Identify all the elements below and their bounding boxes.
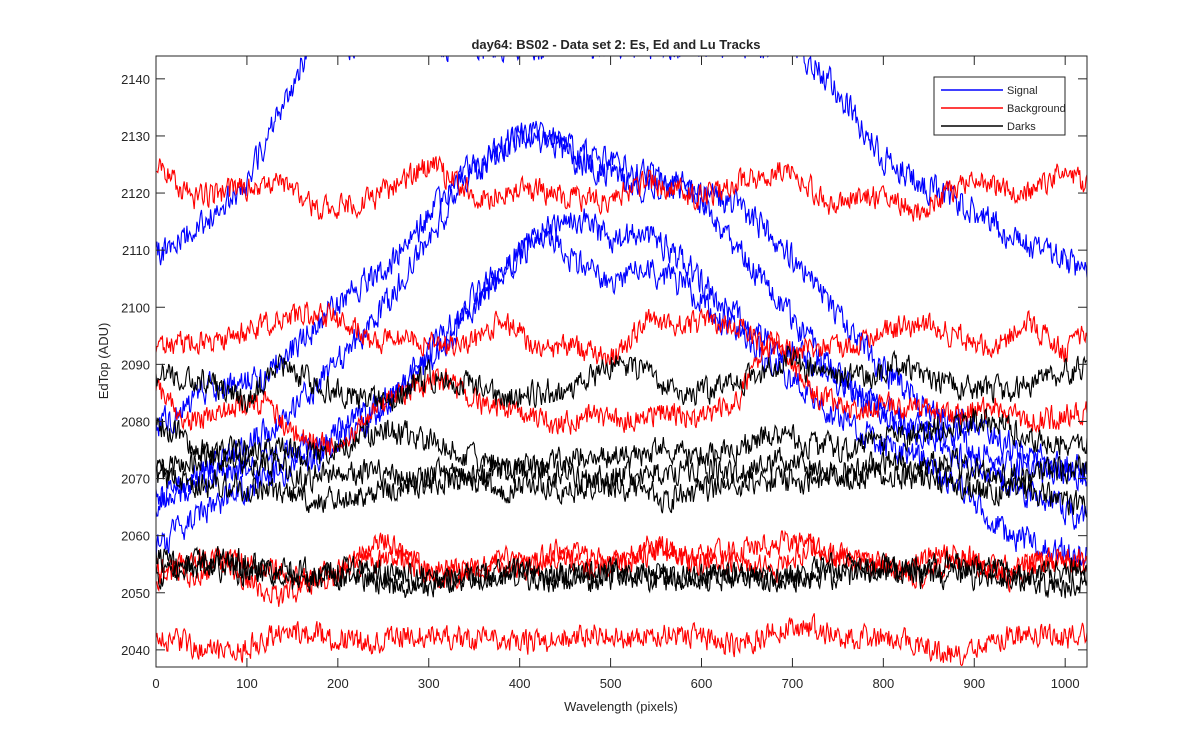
- series-line-signal: [156, 122, 1087, 487]
- series-layer: [156, 56, 1087, 667]
- chart-title: day64: BS02 - Data set 2: Es, Ed and Lu …: [471, 37, 760, 52]
- y-tick-label: 2090: [121, 357, 150, 372]
- series-line-darks: [156, 548, 1087, 598]
- legend-label: Background: [1007, 103, 1066, 115]
- series-line-background: [156, 613, 1087, 667]
- x-tick-label: 500: [600, 676, 622, 691]
- x-tick-label: 600: [691, 676, 713, 691]
- plot-frame: [155, 55, 1088, 668]
- legend: Signal Background Darks: [933, 76, 1066, 136]
- y-axis-label: EdTop (ADU): [96, 323, 111, 400]
- series-line-signal: [156, 216, 1087, 567]
- y-tick-label: 2110: [122, 243, 150, 258]
- y-tick-label: 2070: [121, 472, 150, 487]
- x-tick-label: 300: [418, 676, 440, 691]
- legend-label: Signal: [1007, 85, 1038, 97]
- y-axis-ticks: 2040 2050 2060 2070 2080 2090 2100 2110 2120 2130…: [121, 72, 1087, 658]
- x-tick-label: 800: [872, 676, 894, 691]
- y-tick-label: 2120: [121, 186, 150, 201]
- y-tick-label: 2140: [121, 72, 150, 87]
- x-tick-label: 1000: [1051, 676, 1080, 691]
- x-axis-label: Wavelength (pixels): [564, 699, 678, 714]
- y-tick-label: 2040: [121, 643, 150, 658]
- y-tick-label: 2130: [121, 129, 150, 144]
- series-line-darks: [156, 546, 1087, 599]
- x-tick-label: 900: [963, 676, 985, 691]
- x-axis-ticks: 0 100 200 300 400 500 600 700 800 900 1000: [152, 56, 1080, 691]
- series-line-signal: [156, 56, 1087, 278]
- y-tick-label: 2100: [121, 300, 150, 315]
- y-tick-label: 2050: [121, 586, 150, 601]
- series-line-darks: [156, 458, 1087, 518]
- x-tick-label: 100: [236, 676, 258, 691]
- series-line-signal: [156, 208, 1087, 517]
- y-tick-label: 2060: [121, 529, 150, 544]
- series-line-background: [156, 155, 1087, 222]
- x-tick-label: 200: [327, 676, 349, 691]
- y-tick-label: 2080: [121, 414, 150, 429]
- series-line-background: [156, 301, 1087, 367]
- legend-label: Darks: [1007, 121, 1036, 133]
- series-line-darks: [156, 345, 1087, 413]
- x-tick-label: 700: [782, 676, 804, 691]
- series-line-darks: [156, 407, 1087, 480]
- x-tick-label: 0: [152, 676, 159, 691]
- x-tick-label: 400: [509, 676, 531, 691]
